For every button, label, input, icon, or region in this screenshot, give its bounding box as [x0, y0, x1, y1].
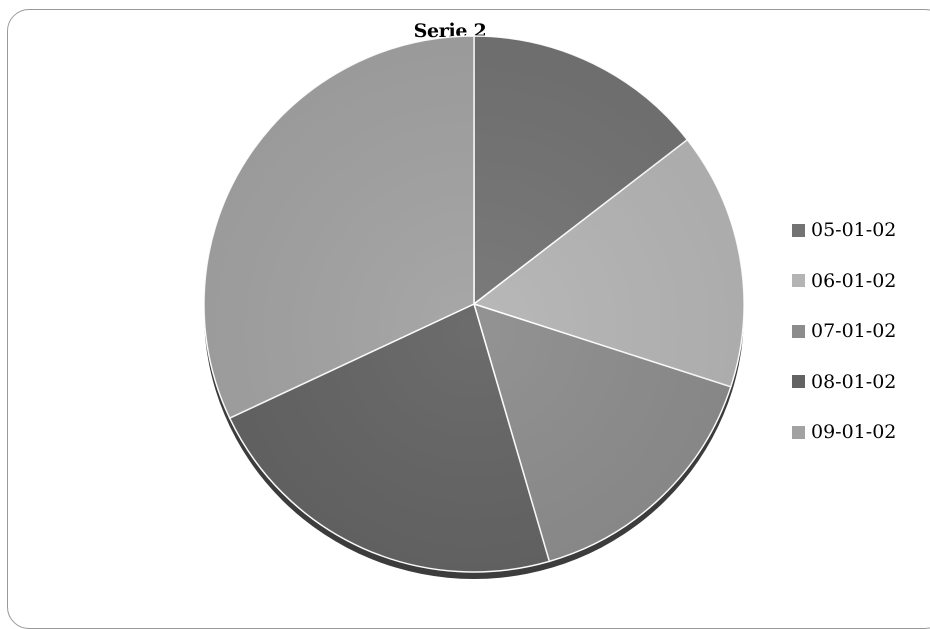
- legend-label: 09-01-02: [811, 421, 897, 444]
- legend-swatch: [792, 274, 805, 288]
- legend-swatch: [792, 425, 805, 439]
- legend-swatch: [792, 375, 805, 389]
- legend-label: 07-01-02: [811, 320, 897, 343]
- legend-label: 08-01-02: [811, 370, 897, 393]
- legend-item-05-01-02: 05-01-02: [792, 205, 896, 256]
- legend-item-07-01-02: 07-01-02: [792, 306, 896, 357]
- legend-item-06-01-02: 06-01-02: [792, 256, 896, 307]
- legend-label: 06-01-02: [811, 269, 897, 292]
- legend-swatch: [792, 324, 805, 338]
- legend-item-08-01-02: 08-01-02: [792, 357, 896, 408]
- pie-shading: [204, 36, 744, 572]
- legend-label: 05-01-02: [811, 219, 897, 242]
- legend-item-09-01-02: 09-01-02: [792, 407, 896, 458]
- legend-swatch: [792, 223, 805, 237]
- legend: 05-01-02 06-01-02 07-01-02 08-01-02 09-01-02: [792, 205, 896, 458]
